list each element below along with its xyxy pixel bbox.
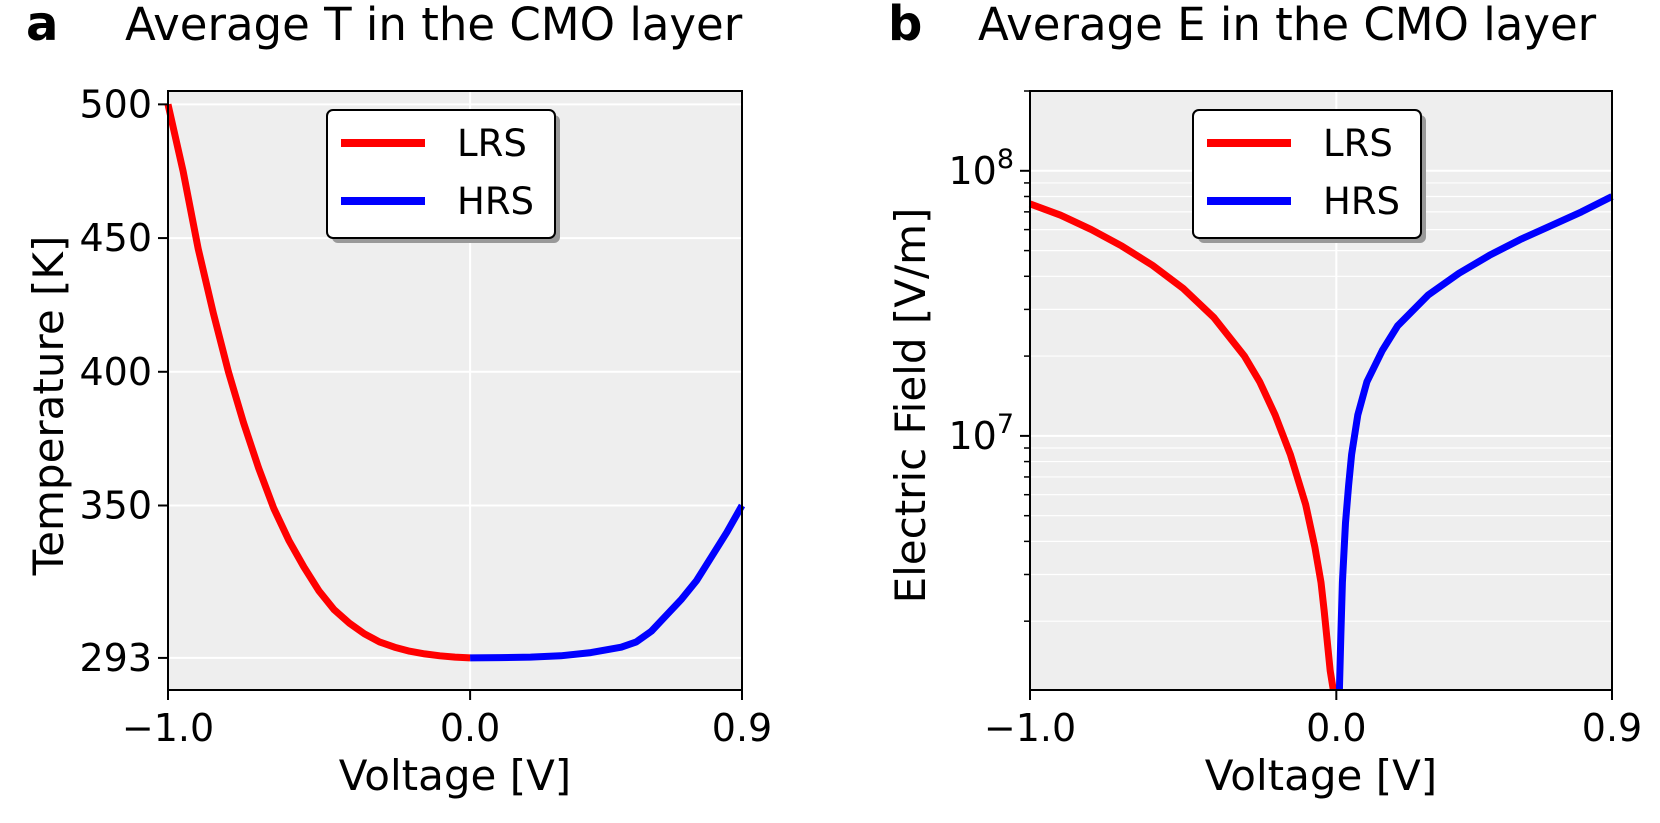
chart-title: Average T in the CMO layer [125,0,743,51]
y-axis-label: Temperature [K] [24,236,73,577]
legend-label: LRS [1323,122,1393,165]
x-axis-label: Voltage [V] [339,751,571,800]
y-tick-label: 108 [948,144,1014,193]
x-tick-label: −1.0 [984,706,1076,750]
y-tick-label: 400 [79,350,152,394]
legend: LRS HRS [1192,109,1426,243]
x-tick-label: 0.9 [1582,706,1642,750]
series-line-lrs [1028,200,1337,691]
legend-label: LRS [457,122,527,165]
panel-a: a Average T in the CMO layer −1.0 0.0 0.9 293… [24,0,772,800]
x-tick-label: 0.9 [712,706,772,750]
series-line-hrs [1335,193,1614,691]
x-tick-label: −1.0 [122,706,214,750]
legend-label: HRS [1323,180,1400,223]
y-tick-label: 500 [79,82,152,126]
chart-title: Average E in the CMO layer [978,0,1597,51]
x-axis-label: Voltage [V] [1205,751,1437,800]
plot-frame [167,90,743,691]
y-axis-label: Electric Field [V/m] [886,208,935,604]
y-tick-label: 450 [79,216,152,260]
panel-b: b Average E in the CMO layer −1.0 0.0 0.9 107… [886,0,1642,800]
legend-label: HRS [457,180,534,223]
panel-letter: a [26,0,58,52]
legend: LRS HRS [326,109,560,243]
series-line-lrs [164,103,471,662]
y-tick-label: 107 [948,409,1014,458]
plot-frame [1029,90,1613,691]
y-tick-label: 293 [79,636,152,680]
series-line-hrs [470,503,746,662]
x-tick-label: 0.0 [440,706,500,750]
panel-letter: b [888,0,922,52]
x-tick-label: 0.0 [1306,706,1366,750]
y-tick-label: 350 [79,483,152,527]
